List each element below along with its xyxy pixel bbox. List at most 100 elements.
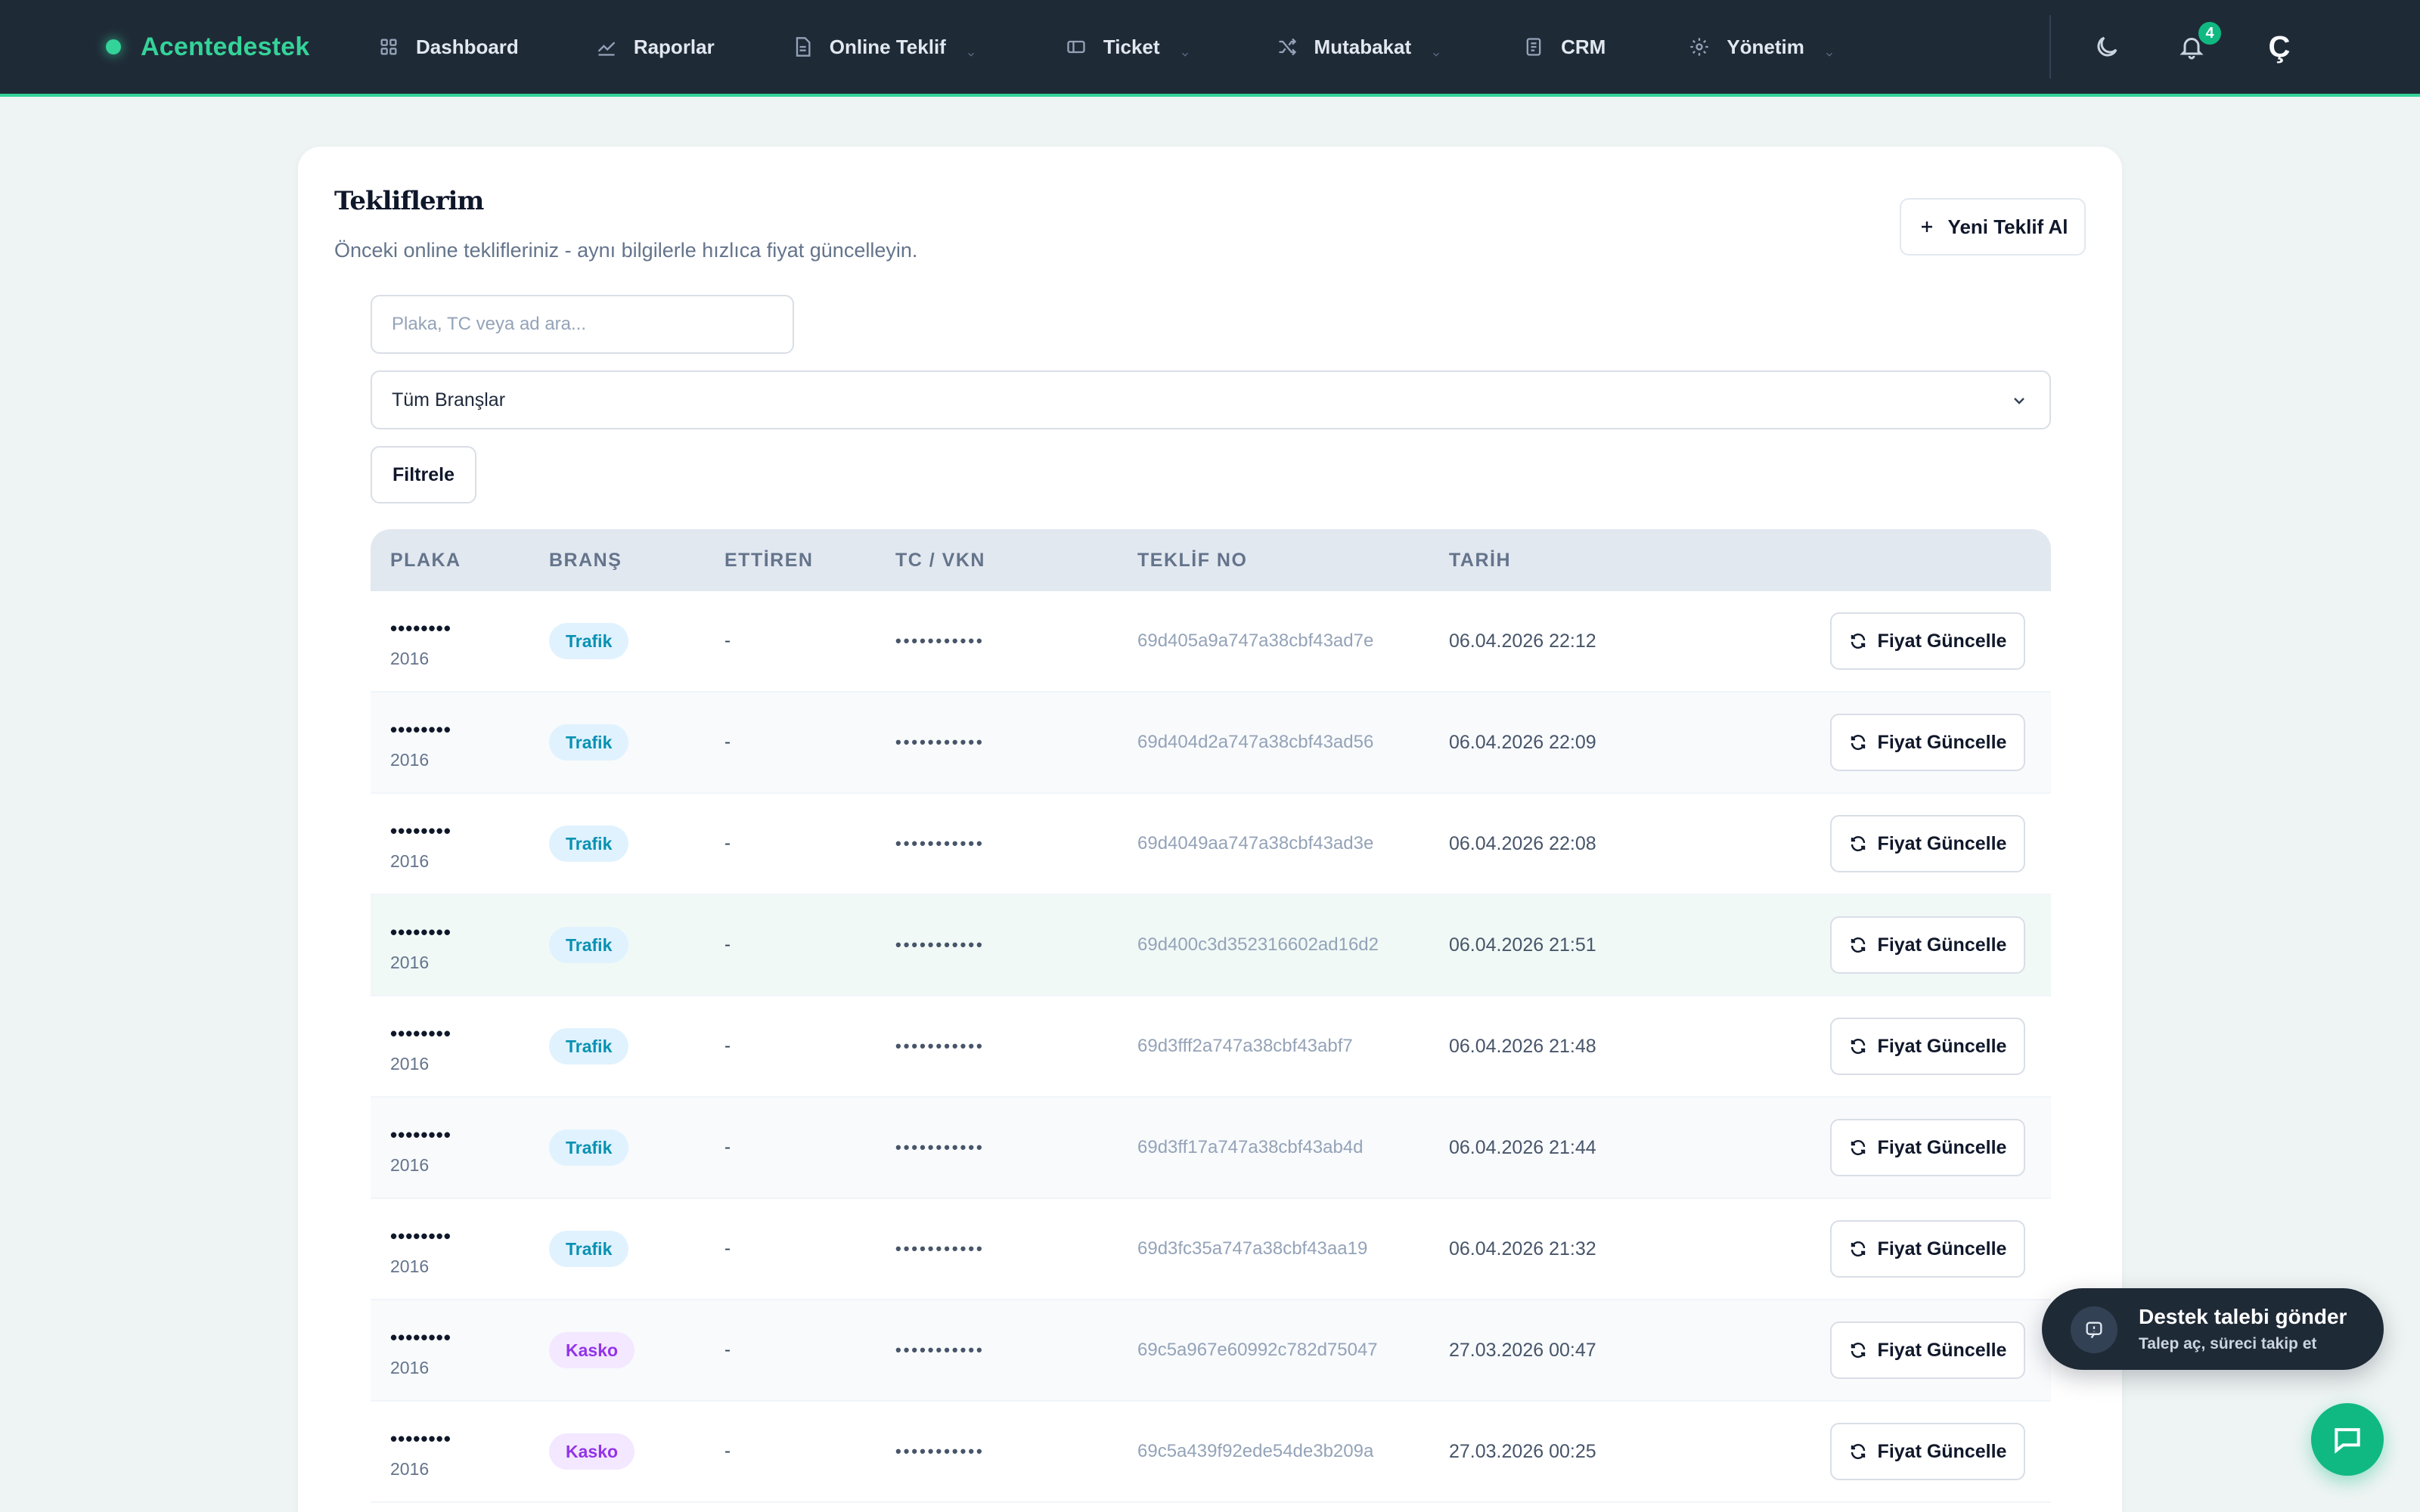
branch-badge: Kasko [549,1332,635,1368]
search-input[interactable] [371,295,794,354]
quote-date: 06.04.2026 21:51 [1449,934,1596,956]
vehicle-year: 2016 [390,1256,430,1276]
table-body: •••••••• 2016 Trafik - ••••••••••• 69d405a9a7… [371,591,2051,1503]
col-header-plaka[interactable]: PLAKA [390,549,461,571]
branch-badge: Trafik [549,1129,629,1166]
quote-date: 06.04.2026 22:12 [1449,630,1596,652]
col-header-tarih[interactable]: TARİH [1449,549,1512,571]
insured-value: - [724,732,731,752]
insured-value: - [724,631,731,651]
plate-value: •••••••• [390,820,451,842]
support-request-toast[interactable]: Destek talebi gönder Talep aç, süreci ta… [2042,1288,2384,1370]
nav-label-yonetim: Yönetim [1727,35,1804,58]
update-price-button[interactable]: Fiyat Güncelle [1830,1423,2025,1480]
vehicle-year: 2016 [390,1358,430,1377]
table-row: •••••••• 2016 Kasko - ••••••••••• 69c5a439f92… [371,1402,2051,1503]
branch-badge: Trafik [549,1028,629,1064]
table-row: •••••••• 2016 Trafik - ••••••••••• 69d3ff17a7… [371,1098,2051,1199]
col-header-ettiren[interactable]: ETTİREN [724,549,814,571]
nav-item-ticket[interactable]: Ticket [1066,0,1190,94]
quote-date: 06.04.2026 21:44 [1449,1136,1596,1158]
nav-label-dashboard: Dashboard [416,35,519,58]
chevron-down-icon [2010,392,2028,410]
refresh-icon [1851,634,1865,649]
new-quote-button[interactable]: Yeni Teklif Al [1900,198,2086,256]
document-icon [796,37,811,57]
chat-icon [2335,1428,2360,1454]
col-header-tc-vkn[interactable]: TC / VKN [895,549,985,571]
quote-number: 69d404d2a747a38cbf43ad56 [1137,732,1374,752]
nav-item-mutabakat[interactable]: Mutabakat [1277,0,1442,94]
plate-value: •••••••• [390,921,451,943]
tc-vkn-value: ••••••••••• [895,935,985,954]
theme-toggle-button[interactable] [2083,23,2131,71]
branch-badge: Trafik [549,623,629,659]
quote-number: 69d3ff17a747a38cbf43ab4d [1137,1137,1364,1157]
quotes-card: Tekliflerim Önceki online teklifleriniz … [298,147,2122,1512]
tc-vkn-value: ••••••••••• [895,733,985,751]
page-title: Tekliflerim [334,186,484,216]
nav-item-yonetim[interactable]: Yönetim [1689,0,1835,94]
update-price-button[interactable]: Fiyat Güncelle [1830,1220,2025,1278]
col-header-brans[interactable]: BRANŞ [549,549,622,571]
update-price-button[interactable]: Fiyat Güncelle [1830,815,2025,872]
table-row: •••••••• 2016 Kasko - ••••••••••• 69c5a967e60… [371,1300,2051,1402]
update-price-button[interactable]: Fiyat Güncelle [1830,1018,2025,1075]
nav-label-ticket: Ticket [1103,35,1160,58]
vehicle-year: 2016 [390,750,430,770]
new-quote-label: Yeni Teklif Al [1947,215,2068,238]
page-subtitle: Önceki online teklifleriniz - aynı bilgi… [334,239,918,262]
quote-number: 69d400c3d352316602ad16d2 [1137,934,1379,955]
quote-date: 06.04.2026 21:32 [1449,1238,1596,1259]
nav-item-online-teklif[interactable]: Online Teklif [792,0,976,94]
update-price-button[interactable]: Fiyat Güncelle [1830,612,2025,670]
quote-date: 27.03.2026 00:25 [1449,1440,1596,1462]
chevron-down-icon [1431,42,1441,57]
filter-button[interactable]: Filtrele [371,446,476,503]
chevron-down-icon [1180,42,1190,57]
chat-button[interactable] [2311,1403,2384,1476]
insured-value: - [724,1238,731,1259]
nav-item-dashboard[interactable]: Dashboard [378,0,519,94]
nav-item-crm[interactable]: CRM [1523,0,1606,94]
vehicle-year: 2016 [390,1155,430,1175]
update-price-button[interactable]: Fiyat Güncelle [1830,714,2025,771]
user-avatar[interactable]: Ç [2268,29,2291,64]
update-price-button[interactable]: Fiyat Güncelle [1830,916,2025,974]
update-price-label: Fiyat Güncelle [1877,1339,2007,1361]
col-header-teklif-no[interactable]: TEKLİF NO [1137,549,1248,571]
dashboard-icon [380,39,397,55]
quote-number: 69c5a439f92ede54de3b209a [1137,1441,1374,1461]
refresh-icon [1851,1241,1865,1256]
quote-date: 27.03.2026 00:47 [1449,1339,1596,1361]
tc-vkn-value: ••••••••••• [895,1239,985,1258]
branch-select[interactable]: Tüm Branşlar [371,370,2051,429]
notifications-button[interactable]: 4 [2167,20,2223,71]
table-header: PLAKA BRANŞ ETTİREN TC / VKN TEKLİF NO T… [371,529,2051,591]
brand-logo[interactable]: Acentedestek [106,0,310,94]
table-row: •••••••• 2016 Trafik - ••••••••••• 69d404d2a7… [371,692,2051,794]
support-icon [2071,1306,2118,1353]
vehicle-year: 2016 [390,1459,430,1479]
refresh-icon [1851,1140,1865,1155]
nav-label-online-teklif: Online Teklif [829,35,946,58]
bell-icon [2180,38,2204,60]
brand-dot-icon [106,39,121,54]
update-price-label: Fiyat Güncelle [1877,934,2007,956]
gear-icon [1690,38,1708,56]
table-row: •••••••• 2016 Trafik - ••••••••••• 69d400c3d3… [371,895,2051,996]
nav-divider [2049,15,2051,79]
update-price-button[interactable]: Fiyat Güncelle [1830,1321,2025,1379]
ticket-icon [1067,40,1085,54]
nav-label-crm: CRM [1561,35,1606,58]
refresh-icon [1851,1039,1865,1054]
nav-item-raporlar[interactable]: Raporlar [596,0,715,94]
top-navbar: Acentedestek Dashboard Raporlar Online T… [0,0,2420,97]
crm-icon [1526,38,1541,56]
refresh-icon [1851,937,1865,953]
quote-number: 69d405a9a747a38cbf43ad7e [1137,631,1374,651]
update-price-label: Fiyat Güncelle [1877,1440,2007,1462]
plate-value: •••••••• [390,1225,451,1247]
tc-vkn-value: ••••••••••• [895,1036,985,1055]
update-price-button[interactable]: Fiyat Güncelle [1830,1119,2025,1176]
